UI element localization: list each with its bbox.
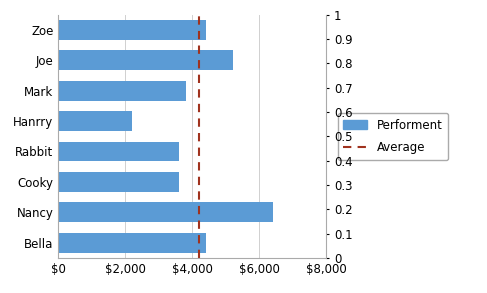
- Bar: [58, 20, 206, 40]
- Bar: [58, 81, 186, 100]
- Bar: [58, 233, 206, 253]
- Bar: [58, 142, 179, 161]
- Bar: [58, 50, 233, 70]
- Bar: [58, 172, 179, 192]
- Legend: Performent, Average: Performent, Average: [337, 113, 449, 160]
- Bar: [58, 111, 132, 131]
- Bar: [58, 202, 273, 222]
